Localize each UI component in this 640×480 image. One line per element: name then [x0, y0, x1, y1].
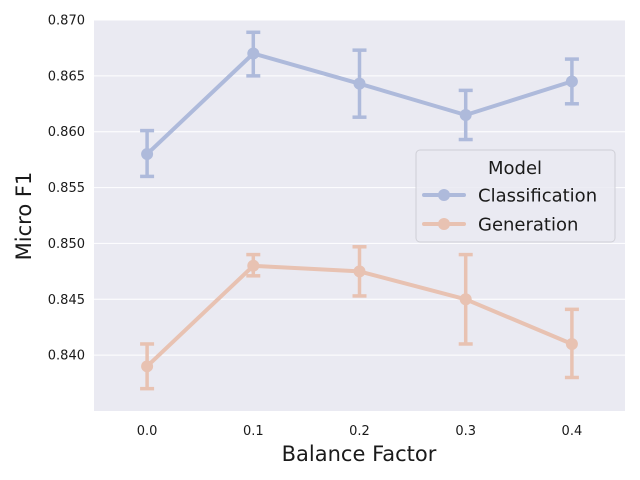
y-tick-label: 0.850: [48, 237, 85, 252]
legend-swatch-marker: [438, 218, 450, 230]
data-point: [353, 265, 366, 278]
legend-swatch-marker: [438, 189, 450, 201]
data-point: [141, 148, 154, 161]
y-tick-label: 0.870: [48, 14, 85, 29]
x-tick-label: 0.4: [562, 424, 583, 439]
legend-entry-label: Generation: [478, 215, 578, 236]
data-point: [459, 293, 472, 306]
y-tick-label: 0.840: [48, 349, 85, 364]
data-point: [565, 337, 578, 350]
y-tick-label: 0.845: [48, 293, 85, 308]
legend-entry-label: Classification: [478, 186, 597, 207]
data-point: [141, 360, 154, 373]
x-tick-label: 0.1: [243, 424, 264, 439]
series-layer: [140, 30, 579, 391]
legend-box: [415, 149, 616, 243]
x-tick-labels: 0.0 0.1 0.2 0.3 0.4: [137, 424, 582, 439]
series-generation: [140, 245, 579, 391]
y-tick-label: 0.865: [48, 69, 85, 84]
data-point: [247, 47, 260, 60]
x-tick-label: 0.2: [349, 424, 370, 439]
legend-title: Model: [488, 158, 542, 179]
y-axis-label: Micro F1: [12, 172, 36, 261]
x-axis-label: Balance Factor: [282, 442, 437, 466]
data-point: [247, 259, 260, 272]
data-point: [459, 108, 472, 121]
y-tick-label: 0.855: [48, 181, 85, 196]
data-point: [565, 75, 578, 88]
x-tick-label: 0.0: [137, 424, 158, 439]
y-tick-label: 0.860: [48, 125, 85, 140]
x-tick-label: 0.3: [455, 424, 476, 439]
legend: Model Classification Generation: [415, 149, 616, 243]
data-point: [353, 77, 366, 90]
series-classification: [140, 30, 579, 179]
y-tick-labels: 0.840 0.845 0.850 0.855 0.860 0.865 0.870: [48, 14, 85, 364]
